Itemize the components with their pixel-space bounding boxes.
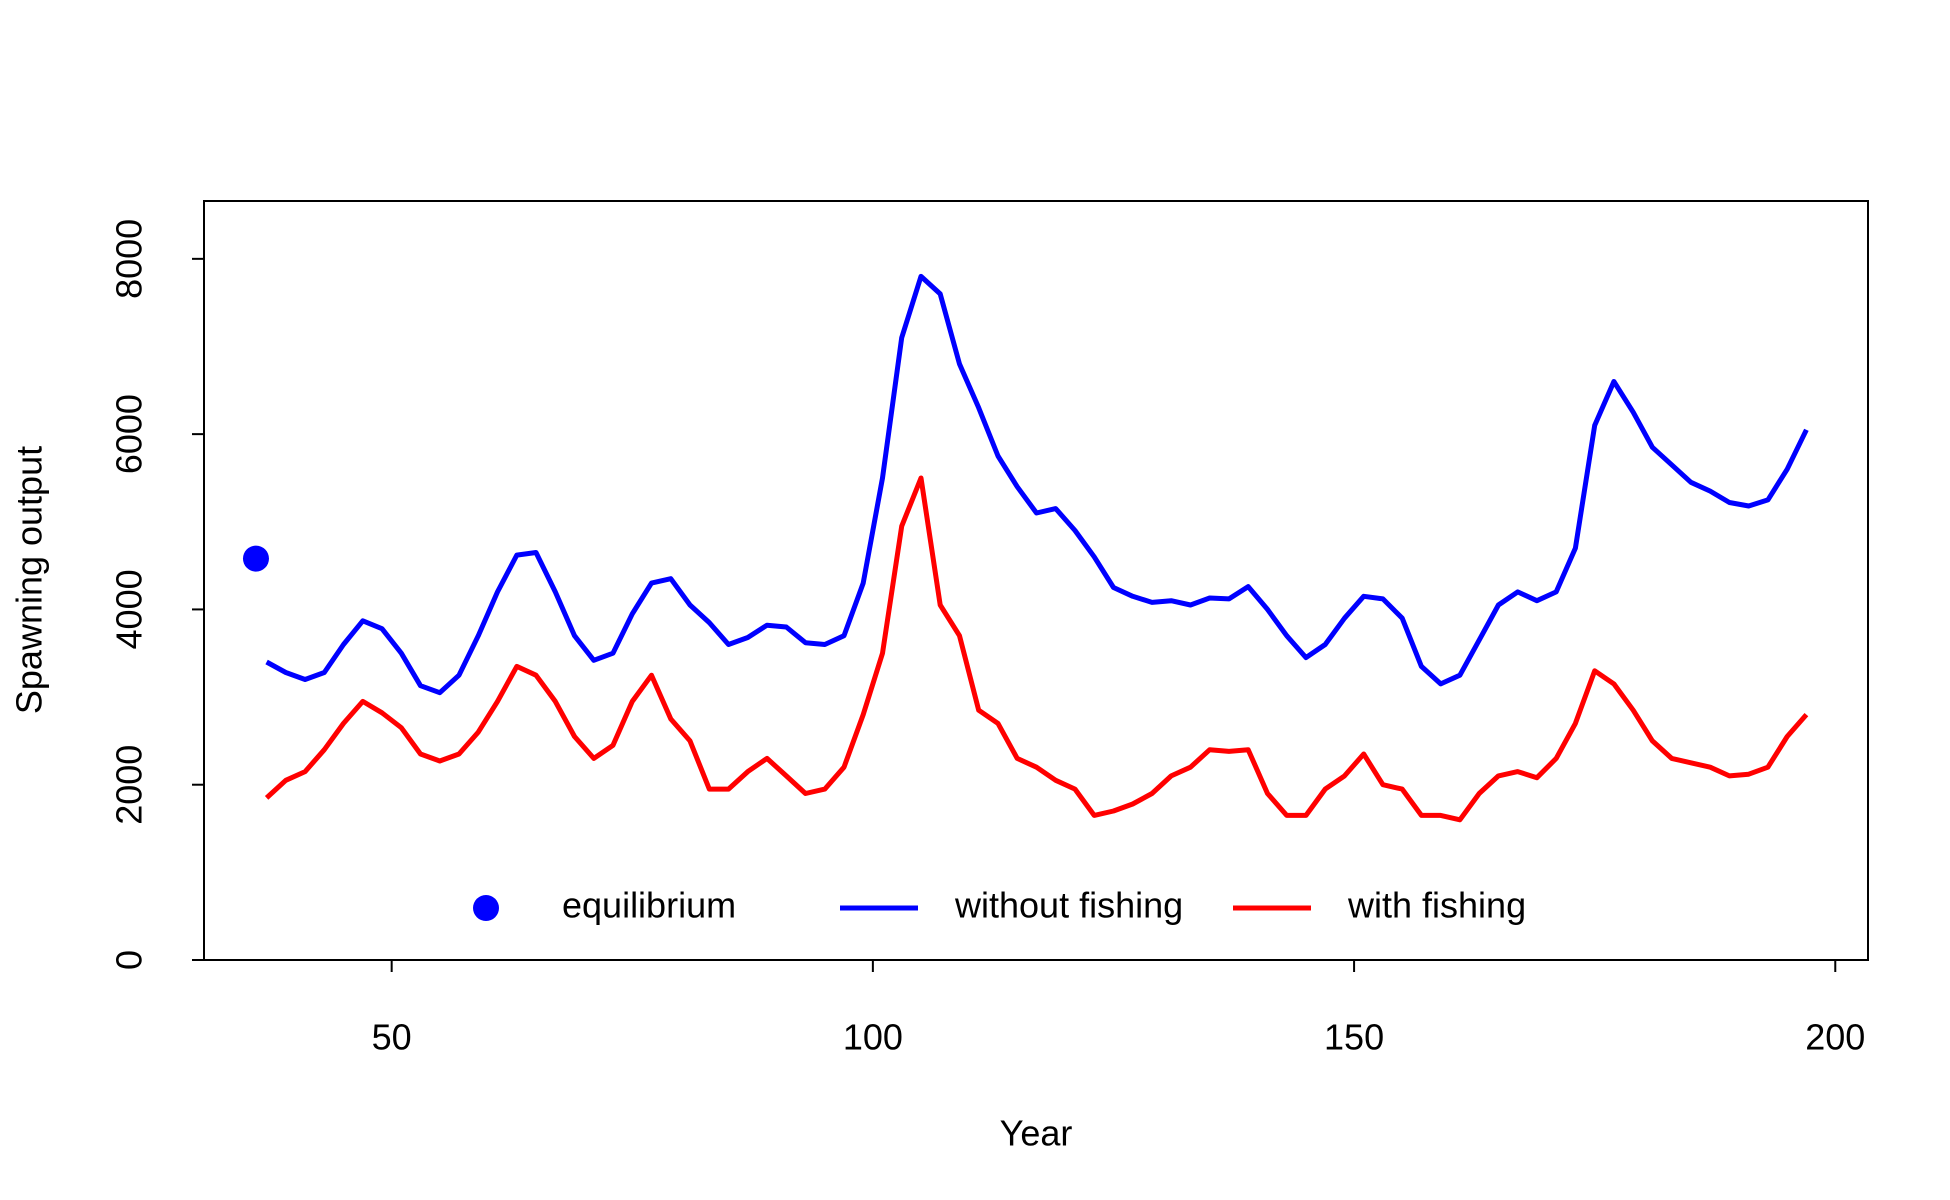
series-line — [265, 273, 1809, 696]
legend-label: equilibrium — [562, 885, 736, 926]
x-tick-label: 150 — [1324, 1017, 1384, 1058]
legend-label: with fishing — [1347, 885, 1526, 926]
legend-label: without fishing — [954, 885, 1183, 926]
y-axis-label: Spawning output — [9, 446, 50, 714]
y-tick-label: 0 — [109, 950, 150, 970]
equilibrium-point — [242, 545, 269, 572]
legend-symbol — [473, 895, 499, 921]
plot-box — [203, 200, 1869, 961]
x-axis-label: Year — [1000, 1113, 1073, 1154]
x-tick-label: 200 — [1805, 1017, 1865, 1058]
y-tick-label: 2000 — [109, 745, 150, 825]
x-tick-label: 100 — [843, 1017, 903, 1058]
y-tick-label: 4000 — [109, 569, 150, 649]
x-tick-label: 50 — [372, 1017, 412, 1058]
y-tick-label: 8000 — [109, 219, 150, 299]
series-line — [264, 475, 1809, 823]
y-tick-label: 6000 — [109, 394, 150, 474]
